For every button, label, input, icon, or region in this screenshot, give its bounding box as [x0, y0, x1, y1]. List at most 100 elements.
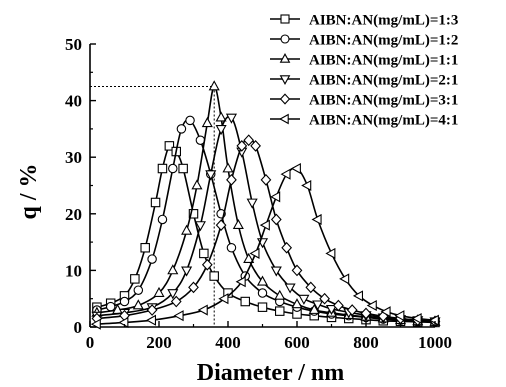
x-axis-title: Diameter / nm — [197, 360, 345, 386]
legend-label: AIBN:AN(mg/mL)=2:1 — [309, 73, 458, 89]
data-point — [147, 254, 157, 264]
data-point — [380, 306, 391, 318]
data-point — [194, 221, 206, 232]
data-point — [218, 293, 229, 305]
data-point — [146, 304, 158, 316]
data-point — [298, 294, 310, 305]
data-point — [394, 310, 405, 322]
x-tick-label: 1000 — [418, 333, 452, 352]
data-point — [178, 163, 188, 174]
data-point — [232, 218, 244, 230]
legend-entry-2: AIBN:AN(mg/mL)=1:2 — [270, 33, 458, 49]
data-point — [140, 243, 150, 253]
legend-marker — [279, 93, 291, 105]
legend: AIBN:AN(mg/mL)=1:3 AIBN:AN(mg/mL)=1:2 AIBN… — [270, 13, 458, 129]
data-point — [270, 266, 282, 277]
data-point — [167, 289, 179, 300]
data-point — [173, 310, 184, 322]
data-point — [157, 214, 168, 225]
data-point — [257, 288, 268, 298]
data-point — [215, 219, 227, 231]
data-point — [222, 162, 234, 173]
data-point — [164, 141, 175, 151]
x-tick-label: 0 — [86, 333, 95, 352]
data-point — [191, 179, 203, 190]
y-tick-label: 10 — [65, 261, 82, 280]
data-point — [249, 247, 260, 259]
data-point — [270, 213, 282, 226]
data-point — [256, 275, 269, 286]
data-point — [226, 173, 237, 186]
data-point — [291, 264, 303, 277]
data-point — [235, 276, 246, 288]
data-point — [215, 111, 227, 122]
data-point — [188, 281, 199, 294]
series-6 — [90, 162, 439, 330]
data-point — [284, 283, 296, 294]
data-point — [360, 307, 372, 320]
data-point — [201, 258, 213, 271]
data-point — [270, 191, 281, 203]
data-point — [246, 198, 258, 209]
y-axis-title: q / % — [16, 163, 42, 219]
data-point — [145, 314, 157, 326]
data-point — [291, 298, 303, 309]
data-point — [301, 179, 312, 192]
data-point — [119, 296, 130, 307]
series-5 — [91, 134, 441, 328]
data-point — [346, 304, 358, 316]
data-point — [411, 312, 422, 325]
y-tick-label: 50 — [65, 35, 82, 54]
x-tick-label: 200 — [146, 333, 172, 352]
legend-entry-4: AIBN:AN(mg/mL)=2:1 — [270, 73, 458, 89]
data-point — [333, 299, 344, 312]
series-1 — [92, 141, 440, 328]
data-point — [325, 247, 336, 259]
data-point — [274, 306, 285, 316]
data-point — [105, 301, 116, 312]
data-point — [90, 318, 101, 330]
legend-label: AIBN:AN(mg/mL)=3:1 — [309, 93, 458, 109]
y-tick-label: 40 — [65, 92, 82, 111]
data-point — [308, 303, 320, 314]
guide-lines — [90, 85, 215, 327]
data-point — [259, 219, 270, 231]
legend-label: AIBN:AN(mg/mL)=1:2 — [309, 33, 458, 49]
data-point — [366, 299, 377, 312]
data-point — [311, 213, 322, 226]
data-point — [243, 252, 255, 263]
data-point — [118, 316, 129, 329]
data-point — [181, 266, 193, 277]
x-tick-label: 800 — [353, 333, 379, 352]
data-point — [257, 302, 268, 312]
legend-label: AIBN:AN(mg/mL)=4:1 — [309, 113, 458, 129]
data-point — [181, 224, 193, 235]
data-point — [250, 140, 261, 152]
legend-entry-1: AIBN:AN(mg/mL)=1:3 — [270, 13, 458, 29]
data-point — [352, 290, 364, 302]
data-point — [215, 124, 227, 136]
x-tick-label: 600 — [284, 333, 310, 352]
data-point — [176, 124, 187, 134]
data-point — [281, 241, 293, 254]
data-point — [225, 113, 238, 124]
legend-entry-6: AIBN:AN(mg/mL)=4:1 — [270, 113, 458, 129]
data-point — [305, 281, 317, 294]
legend-marker — [280, 14, 290, 24]
legend-label: AIBN:AN(mg/mL)=1:1 — [309, 53, 458, 69]
data-point — [260, 173, 272, 186]
legend-label: AIBN:AN(mg/mL)=1:3 — [309, 13, 458, 29]
data-point — [153, 286, 165, 297]
axes: 0 200 400 600 800 1000 0 10 20 30 40 50 Diameter / n… — [16, 35, 452, 386]
y-tick-label: 20 — [65, 205, 82, 224]
data-point — [197, 304, 208, 316]
legend-marker — [279, 53, 291, 63]
series-layer — [90, 80, 441, 330]
data-point — [150, 197, 161, 208]
legend-marker — [279, 75, 291, 85]
data-point — [133, 285, 144, 295]
data-point — [319, 292, 330, 305]
x-tick-label: 400 — [215, 333, 241, 352]
data-point — [339, 273, 350, 285]
data-point — [236, 140, 248, 152]
